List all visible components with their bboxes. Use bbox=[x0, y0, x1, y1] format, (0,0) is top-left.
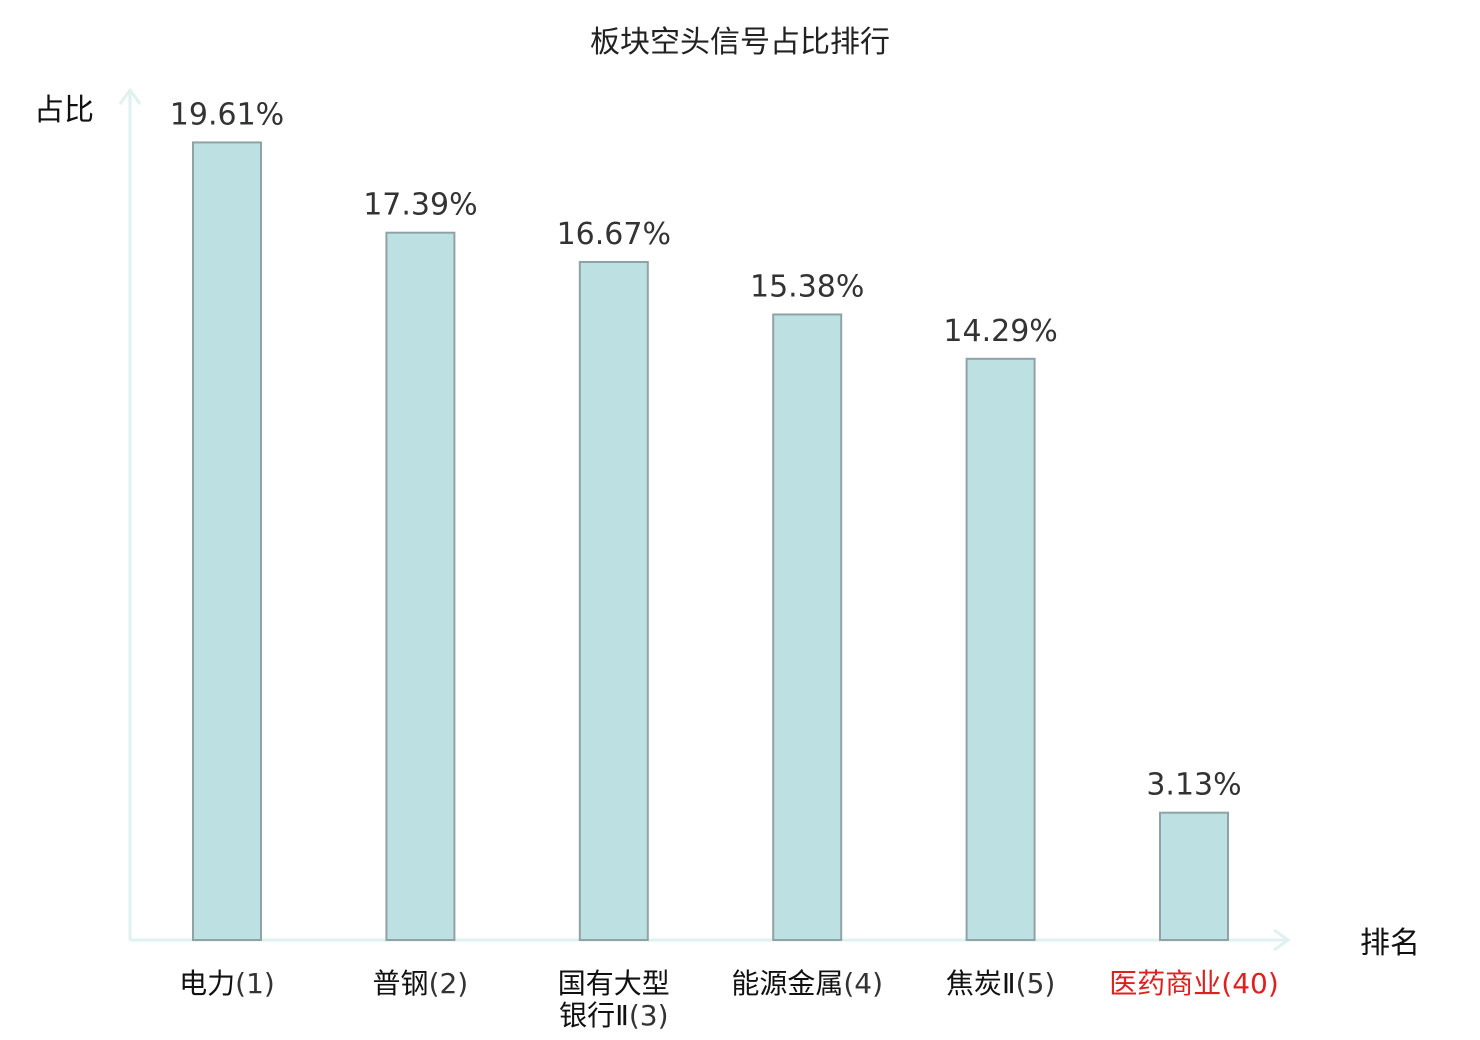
category-label: 电力(1) bbox=[179, 967, 275, 1000]
category-name: 电力 bbox=[179, 967, 235, 1000]
category-rank: (5) bbox=[1016, 967, 1056, 1000]
bar-value-label: 19.61% bbox=[170, 97, 284, 132]
category-rank: (2) bbox=[429, 967, 469, 1000]
bar bbox=[965, 357, 1036, 941]
category-label: 医药商业(40) bbox=[1109, 967, 1279, 1000]
category-label: 能源金属(4) bbox=[731, 967, 883, 1000]
y-axis-arrow bbox=[118, 87, 142, 105]
category-name: 医药商业 bbox=[1109, 967, 1221, 1000]
x-axis-arrow bbox=[1273, 928, 1291, 952]
category-name: 能源金属 bbox=[731, 967, 843, 1000]
category-label: 焦炭Ⅱ(5) bbox=[946, 967, 1055, 1000]
category-name-part2: 银行Ⅱ bbox=[559, 999, 629, 1032]
bar-value-label: 14.29% bbox=[943, 314, 1057, 349]
bar-value-label: 3.13% bbox=[1146, 768, 1241, 803]
bar bbox=[192, 141, 262, 941]
category-label: 普钢(2) bbox=[373, 967, 469, 1000]
bar bbox=[1159, 811, 1229, 941]
category-rank: (40) bbox=[1221, 967, 1278, 1000]
chart-title: 板块空头信号占比排行 bbox=[590, 25, 890, 60]
bar bbox=[385, 231, 456, 941]
category-label-line2: 银行Ⅱ(3) bbox=[559, 999, 668, 1032]
y-axis: 占比 bbox=[34, 87, 142, 940]
category-name: 普钢 bbox=[373, 967, 429, 1000]
x-axis: 排名 bbox=[130, 926, 1420, 961]
bar-value-label: 17.39% bbox=[363, 188, 477, 223]
bar-value-label: 15.38% bbox=[750, 269, 864, 304]
bar-value-label: 16.67% bbox=[557, 217, 671, 252]
bars-group bbox=[192, 141, 1229, 941]
y-axis-label: 占比 bbox=[34, 93, 94, 128]
category-rank: (1) bbox=[235, 967, 275, 1000]
category-label: 国有大型 bbox=[558, 967, 670, 1000]
category-rank: (3) bbox=[629, 999, 669, 1032]
category-rank: (4) bbox=[843, 967, 883, 1000]
bar bbox=[578, 261, 649, 941]
category-name: 焦炭Ⅱ bbox=[946, 967, 1016, 1000]
value-labels-group: 19.61% 17.39% 16.67% 15.38% 14.29% 3.13% bbox=[170, 97, 1242, 802]
bar bbox=[772, 313, 843, 941]
x-axis-label: 排名 bbox=[1360, 926, 1420, 961]
